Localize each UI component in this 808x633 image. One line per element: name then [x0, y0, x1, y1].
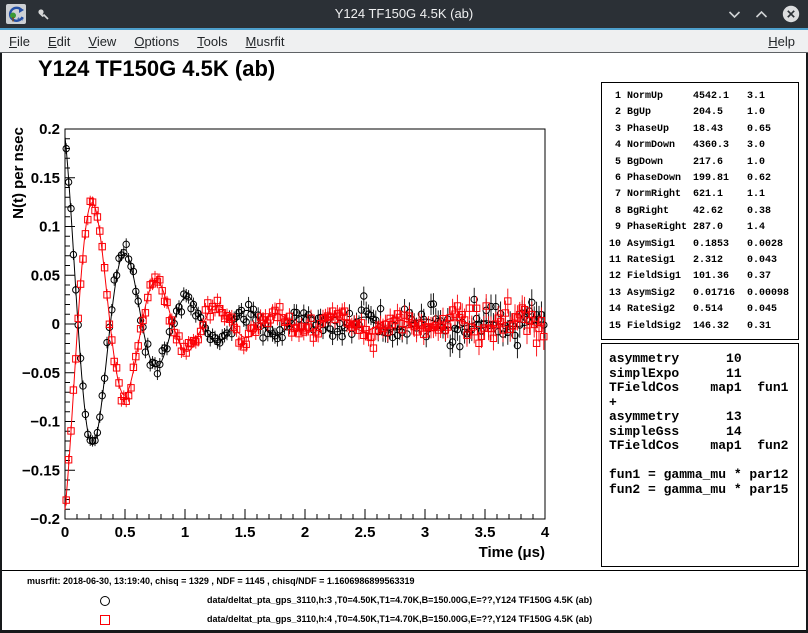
parameter-row: 2 BgUp 204.5 1.0 — [609, 105, 798, 121]
theory-line: asymmetry 13 — [609, 410, 798, 425]
fit-line — [65, 137, 545, 445]
parameter-row: 9 PhaseRight 287.0 1.4 — [609, 220, 798, 236]
fit-info: musrfit: 2018-06-30, 13:19:40, chisq = 1… — [27, 576, 414, 586]
legend-square-marker — [100, 615, 110, 625]
parameter-row: 11 RateSig1 2.312 0.043 — [609, 253, 798, 269]
menu-help[interactable]: Help — [759, 34, 804, 49]
y-tick-label: −0.15 — [22, 462, 60, 479]
window-title: Y124 TF150G 4.5K (ab) — [0, 0, 808, 28]
menu-file[interactable]: File — [0, 34, 39, 49]
menu-options[interactable]: Options — [125, 34, 188, 49]
menu-view[interactable]: View — [79, 34, 125, 49]
title-bar[interactable]: ++ Y124 TF150G 4.5K (ab) — [0, 0, 808, 28]
plot-svg[interactable]: 0 0.5 1 1.5 2 2.5 3 3.5 4 Time (μs) −0.2 −0.15 −0.1 −… — [2, 53, 602, 570]
series-1-circle — [63, 137, 547, 447]
x-tick-label: 2 — [301, 524, 309, 541]
menu-edit[interactable]: Edit — [39, 34, 79, 49]
minimize-button[interactable] — [728, 10, 741, 19]
root-canvas[interactable]: Y124 TF150G 4.5K (ab) 00.511.522.533.54T… — [2, 53, 806, 630]
x-tick-label: 3.5 — [475, 524, 496, 541]
parameter-row: 7 NormRight 621.1 1.1 — [609, 187, 798, 203]
theory-line: simpleGss 14 — [609, 425, 798, 440]
theory-line: fun1 = gamma_mu * par12 — [609, 468, 798, 483]
x-axis-title: Time (μs) — [479, 544, 545, 561]
y-tick-label: −0.05 — [22, 365, 60, 382]
legend-circle-marker — [100, 596, 110, 606]
x-tick-label: 1 — [181, 524, 189, 541]
parameter-box: 1 NormUp 4542.1 3.1 2 BgUp 204.5 1.0 3 P… — [601, 82, 799, 340]
y-tick-label: 0 — [52, 316, 60, 333]
menu-tools[interactable]: Tools — [188, 34, 236, 49]
x-axis: 0 0.5 1 1.5 2 2.5 3 3.5 4 Time (μs) — [61, 509, 550, 561]
legend-label: data/deltat_pta_gps_3110,h:3 ,T0=4.50K,T… — [207, 595, 592, 605]
y-tick-label: 0.15 — [31, 170, 60, 187]
theory-line: simplExpo 11 — [609, 367, 798, 382]
maximize-button[interactable] — [755, 10, 768, 19]
parameter-row: 5 BgDown 217.6 1.0 — [609, 155, 798, 171]
menu-bar: FileEditViewOptionsToolsMusrfit Help — [0, 30, 808, 53]
series-2-square — [63, 196, 547, 510]
parameter-row: 12 FieldSig1 101.36 0.37 — [609, 269, 798, 285]
footer: musrfit: 2018-06-30, 13:19:40, chisq = 1… — [2, 570, 806, 631]
parameter-row: 3 PhaseUp 18.43 0.65 — [609, 122, 798, 138]
theory-box: asymmetry 10simplExpo 11TFieldCos map1 f… — [601, 343, 799, 567]
x-tick-label: 0.5 — [115, 524, 136, 541]
theory-line: TFieldCos map1 fun2 — [609, 439, 798, 454]
y-axis-title: N(t) per nsec — [10, 127, 27, 219]
parameter-row: 8 BgRight 42.62 0.38 — [609, 204, 798, 220]
y-tick-label: 0.05 — [31, 267, 60, 284]
y-tick-label: 0.2 — [39, 121, 60, 138]
parameter-row: 1 NormUp 4542.1 3.1 — [609, 89, 798, 105]
theory-line: + — [609, 396, 798, 411]
y-tick-label: −0.1 — [30, 414, 60, 431]
parameter-row: 4 NormDown 4360.3 3.0 — [609, 138, 798, 154]
fit-line — [65, 203, 545, 510]
parameter-row: 15 FieldSig2 146.32 0.31 — [609, 319, 798, 335]
parameter-row: 14 RateSig2 0.514 0.045 — [609, 302, 798, 318]
app-window: ++ Y124 TF150G 4.5K (ab) — [0, 0, 808, 633]
x-tick-label: 1.5 — [235, 524, 256, 541]
theory-line — [609, 454, 798, 469]
x-tick-label: 2.5 — [355, 524, 376, 541]
x-tick-label: 0 — [61, 524, 69, 541]
y-tick-label: −0.2 — [30, 511, 60, 528]
x-tick-label: 4 — [541, 524, 550, 541]
x-tick-label: 3 — [421, 524, 429, 541]
theory-line: asymmetry 10 — [609, 352, 798, 367]
theory-line: TFieldCos map1 fun1 — [609, 381, 798, 396]
close-button[interactable] — [782, 5, 800, 23]
y-tick-label: 0.1 — [39, 219, 60, 236]
legend-label: data/deltat_pta_gps_3110,h:4 ,T0=4.50K,T… — [207, 614, 592, 624]
parameter-row: 10 AsymSig1 0.1853 0.0028 — [609, 237, 798, 253]
menu-musrfit[interactable]: Musrfit — [237, 34, 294, 49]
parameter-row: 13 AsymSig2 0.01716 0.00098 — [609, 286, 798, 302]
parameter-row: 6 PhaseDown 199.81 0.62 — [609, 171, 798, 187]
theory-line: fun2 = gamma_mu * par15 — [609, 483, 798, 498]
